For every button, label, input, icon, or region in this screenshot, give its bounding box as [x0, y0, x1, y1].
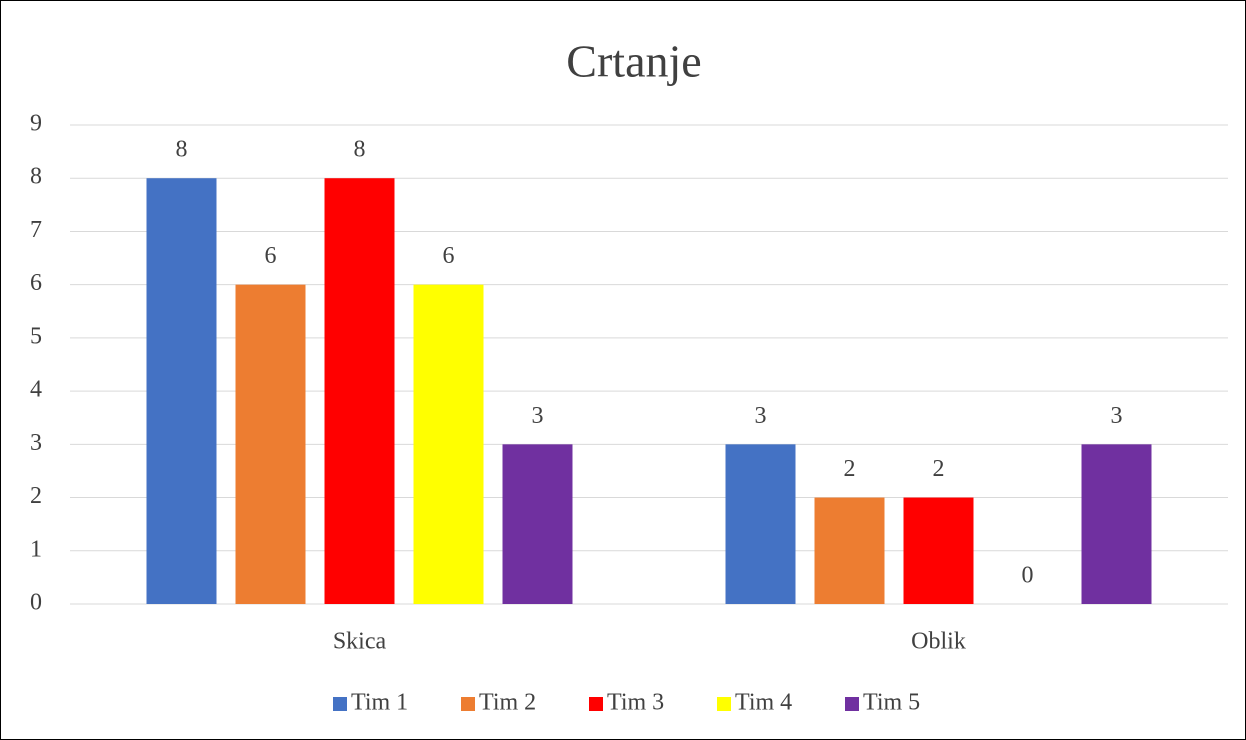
data-label: 3	[1111, 403, 1123, 429]
bar	[413, 284, 484, 604]
bar	[235, 284, 306, 604]
legend-swatch	[717, 697, 731, 711]
legend-swatch	[589, 697, 603, 711]
y-tick-label: 5	[30, 323, 42, 349]
data-label: 2	[844, 456, 856, 482]
legend-label: Tim 1	[351, 690, 408, 716]
y-tick-label: 7	[30, 217, 42, 243]
y-tick-label: 0	[30, 590, 42, 616]
y-tick-label: 2	[30, 483, 42, 509]
y-tick-label: 1	[30, 536, 42, 562]
bar	[725, 444, 796, 604]
y-tick-label: 8	[30, 164, 42, 190]
bar	[146, 178, 217, 604]
y-tick-label: 6	[30, 270, 42, 296]
bar	[1081, 444, 1152, 604]
bar	[502, 444, 573, 604]
data-label: 2	[933, 456, 945, 482]
legend-swatch	[845, 697, 859, 711]
data-label: 3	[755, 403, 767, 429]
legend-swatch	[333, 697, 347, 711]
data-label: 6	[443, 243, 455, 269]
y-tick-label: 9	[30, 111, 42, 137]
legend-label: Tim 2	[479, 690, 536, 716]
legend-label: Tim 5	[863, 690, 920, 716]
data-label: 8	[354, 137, 366, 163]
data-label: 0	[1022, 563, 1034, 589]
bar	[814, 497, 885, 604]
data-label: 3	[532, 403, 544, 429]
y-tick-label: 4	[30, 377, 42, 403]
y-tick-label: 3	[30, 430, 42, 456]
bar	[903, 497, 974, 604]
x-tick-label: Oblik	[911, 629, 966, 655]
chart-title: Crtanje	[566, 36, 701, 87]
legend-swatch	[461, 697, 475, 711]
legend-label: Tim 3	[607, 690, 664, 716]
x-tick-label: Skica	[333, 629, 387, 655]
data-label: 8	[176, 137, 188, 163]
bar	[324, 178, 395, 604]
data-label: 6	[265, 243, 277, 269]
legend-label: Tim 4	[735, 690, 792, 716]
